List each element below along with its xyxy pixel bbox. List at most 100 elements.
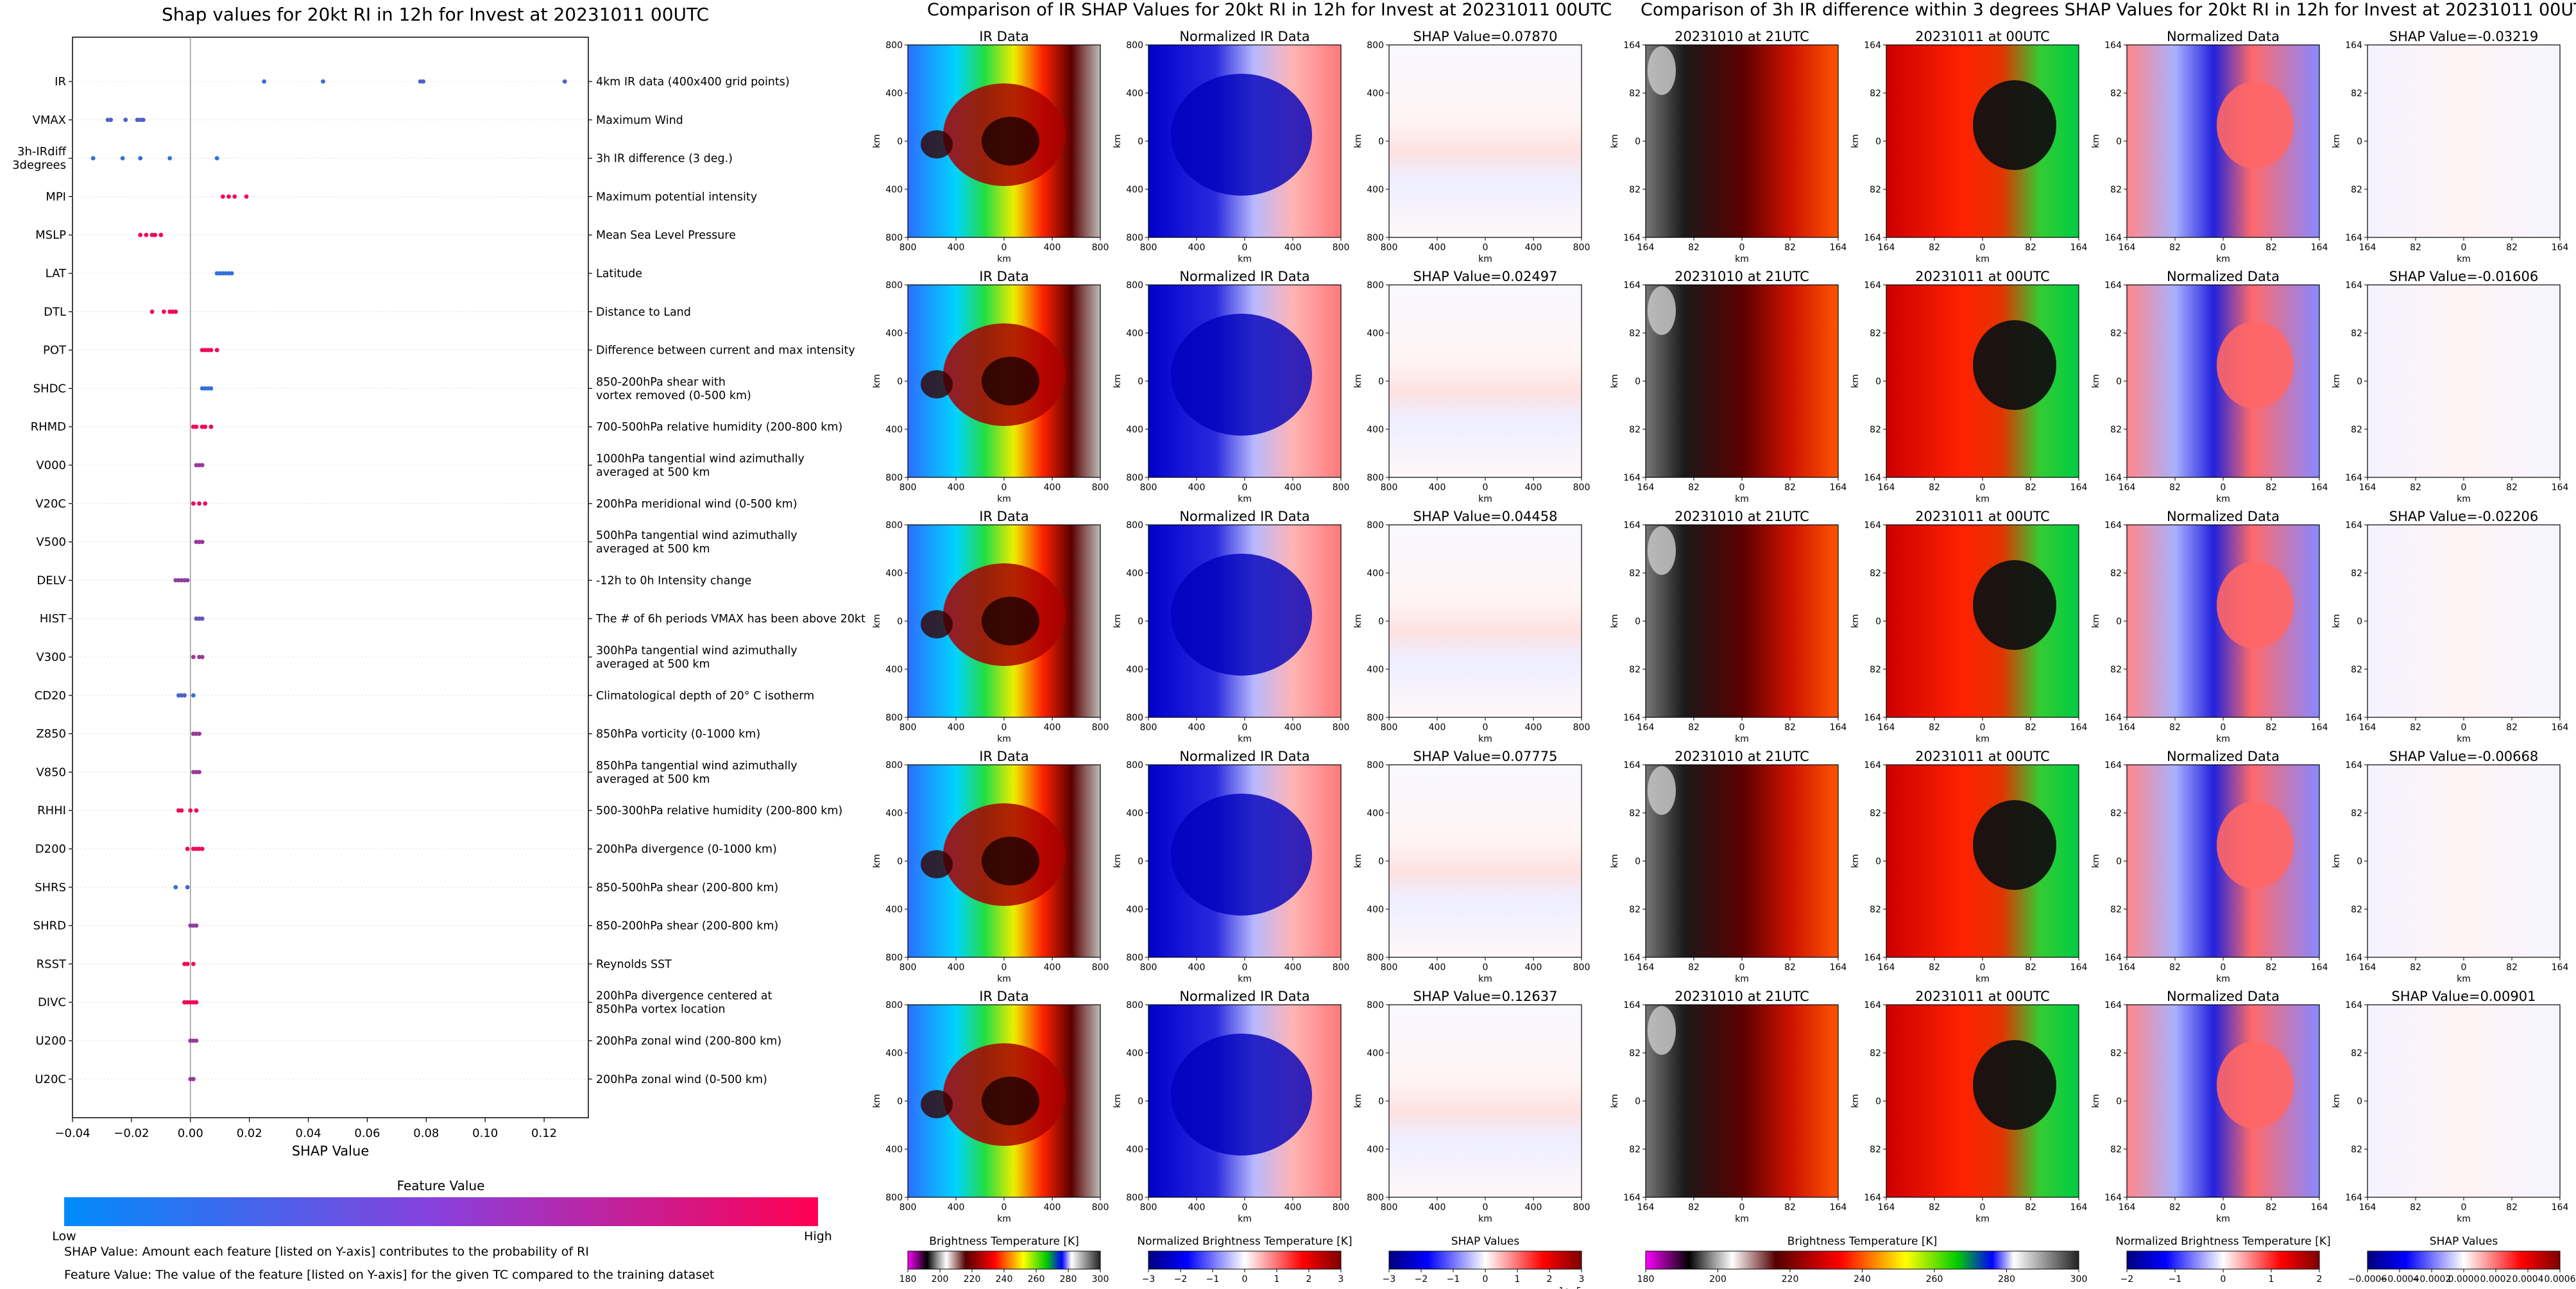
panel-y-tick-label: 800 — [885, 233, 903, 243]
normalized-core — [2217, 561, 2294, 649]
ir-shap-colorbar — [1388, 1251, 1582, 1270]
panel-x-tick-label: 0 — [1739, 722, 1745, 733]
diff-shap-panel — [2367, 44, 2561, 238]
panel-x-tick-label: 164 — [2359, 962, 2376, 973]
panel-y-tick-label: 82 — [2110, 329, 2122, 339]
panel-y-tick-label: 164 — [1623, 520, 1641, 531]
colorbar-tick-label: 200 — [1709, 1274, 1727, 1285]
feature-description: averaged at 500 km — [596, 466, 710, 479]
x-axis-label: SHAP Value — [292, 1143, 370, 1159]
panel-y-tick-label: 0 — [2357, 857, 2362, 867]
cold-core — [1973, 320, 2056, 410]
colorbar-tick-label: 0.0000 — [2448, 1274, 2480, 1285]
panel-y-tick-label: 164 — [2345, 280, 2362, 291]
panel-y-tick-label: 164 — [1864, 1000, 1881, 1011]
feature-description: 850hPa vorticity (0-1000 km) — [596, 728, 760, 741]
shap-point — [162, 309, 166, 314]
storm-cell — [921, 370, 953, 398]
colorbar-tick-label: 0 — [2221, 1274, 2226, 1285]
panel-x-tick-label: 82 — [2410, 962, 2421, 973]
panel-x-tick-label: 400 — [1044, 962, 1061, 973]
panel-y-axis-label: km — [1850, 1094, 1861, 1108]
panel-y-tick-label: 82 — [2110, 665, 2122, 675]
panel-y-tick-label: 164 — [2104, 713, 2122, 723]
panel-x-tick-label: 164 — [2552, 1202, 2569, 1213]
panel-y-tick-label: 164 — [1623, 1193, 1641, 1203]
panel-y-tick-label: 0 — [1378, 137, 1384, 147]
normalized-ir-panel-title: Normalized IR Data — [1179, 29, 1309, 44]
panel-x-tick-label: 800 — [1092, 722, 1109, 733]
panel-x-tick-label: 800 — [1092, 962, 1109, 973]
panel-y-tick-label: 0 — [1635, 1097, 1641, 1107]
panel-y-tick-label: 800 — [1126, 953, 1143, 963]
panel-x-axis-label: km — [1478, 1214, 1492, 1224]
feature-name: IR — [55, 75, 66, 89]
panel-y-tick-label: 400 — [885, 89, 903, 99]
panel-y-tick-label: 400 — [1367, 89, 1384, 99]
panel-y-tick-label: 400 — [1367, 1048, 1384, 1059]
feature-name: RHMD — [31, 420, 66, 434]
panel-y-tick-label: 82 — [2351, 808, 2362, 819]
panel-y-tick-label: 800 — [885, 520, 903, 531]
panel-y-axis-label: km — [872, 854, 882, 868]
panel-y-tick-label: 0 — [897, 377, 903, 387]
panel-x-tick-label: 164 — [2311, 482, 2328, 493]
panel-x-axis-label: km — [997, 254, 1011, 264]
storm-eye — [982, 357, 1039, 405]
panel-x-axis-label: km — [1975, 494, 1990, 504]
colorbar-tick-label: 220 — [964, 1274, 981, 1285]
panel-y-tick-label: 800 — [1367, 40, 1384, 51]
panel-x-tick-label: 400 — [948, 243, 965, 253]
normalized-ir-panel-title: Normalized IR Data — [1179, 509, 1309, 524]
panel-y-tick-label: 0 — [2116, 617, 2122, 627]
ir-shap-panel-title: SHAP Value=0.12637 — [1413, 989, 1558, 1004]
colorbar-tick-label: 0 — [1242, 1274, 1248, 1285]
colorbar-tick-label: 260 — [1926, 1274, 1943, 1285]
panel-y-axis-label: km — [2091, 614, 2101, 628]
panel-y-tick-label: 0 — [1875, 1097, 1881, 1107]
panel-y-axis-label: km — [2332, 134, 2342, 148]
panel-x-tick-label: 164 — [2119, 962, 2136, 973]
cloud-patch — [1648, 526, 1676, 575]
panel-y-axis-label: km — [1353, 374, 1363, 388]
shap-point — [194, 923, 199, 928]
panel-y-tick-label: 164 — [2345, 1000, 2362, 1011]
panel-y-tick-label: 82 — [1629, 1048, 1641, 1059]
panel-y-tick-label: 82 — [2351, 425, 2362, 435]
panel-y-tick-label: 82 — [1870, 425, 1881, 435]
panel-y-tick-label: 164 — [2104, 1000, 2122, 1011]
ir-norm-colorbar-label: Normalized Brightness Temperature [K] — [1137, 1235, 1352, 1248]
panel-x-tick-label: 82 — [2265, 243, 2277, 253]
panel-x-tick-label: 800 — [1333, 482, 1350, 493]
cloud-patch — [1648, 766, 1676, 815]
panel-x-tick-label: 0 — [1483, 722, 1488, 733]
beeswarm-title: Shap values for 20kt RI in 12h for Inves… — [162, 4, 710, 25]
normalized-core — [2217, 321, 2294, 409]
storm-eye — [982, 597, 1039, 645]
panel-y-tick-label: 82 — [1870, 1145, 1881, 1155]
panel-x-tick-label: 164 — [1878, 962, 1895, 973]
panel-x-tick-label: 800 — [1381, 722, 1398, 733]
ir-shap-panel-title: SHAP Value=0.04458 — [1413, 509, 1558, 524]
panel-y-tick-label: 0 — [1378, 617, 1384, 627]
panel-x-tick-label: 82 — [2169, 962, 2181, 973]
panel-x-tick-label: 400 — [948, 722, 965, 733]
panel-y-tick-label: 164 — [2104, 473, 2122, 483]
panel-x-tick-label: 82 — [2169, 243, 2181, 253]
panel-x-tick-label: 400 — [1429, 722, 1446, 733]
panel-y-tick-label: 0 — [1875, 377, 1881, 387]
feature-name: RSST — [37, 957, 67, 971]
panel-x-tick-label: 0 — [1242, 962, 1248, 973]
x-tick-label: 0.06 — [354, 1127, 380, 1140]
panel-y-tick-label: 0 — [2357, 137, 2362, 147]
panel-y-tick-label: 164 — [2345, 233, 2362, 243]
panel-y-axis-label: km — [1353, 134, 1363, 148]
panel-x-axis-label: km — [2457, 494, 2471, 504]
panel-x-tick-label: 800 — [1140, 962, 1157, 973]
panel-y-tick-label: 800 — [1126, 40, 1143, 51]
shap-point — [321, 79, 325, 84]
panel-x-tick-label: 82 — [1929, 243, 1940, 253]
panel-x-axis-label: km — [1975, 974, 1990, 984]
panel-x-tick-label: 800 — [900, 1202, 917, 1213]
panel-x-tick-label: 164 — [2359, 722, 2376, 733]
